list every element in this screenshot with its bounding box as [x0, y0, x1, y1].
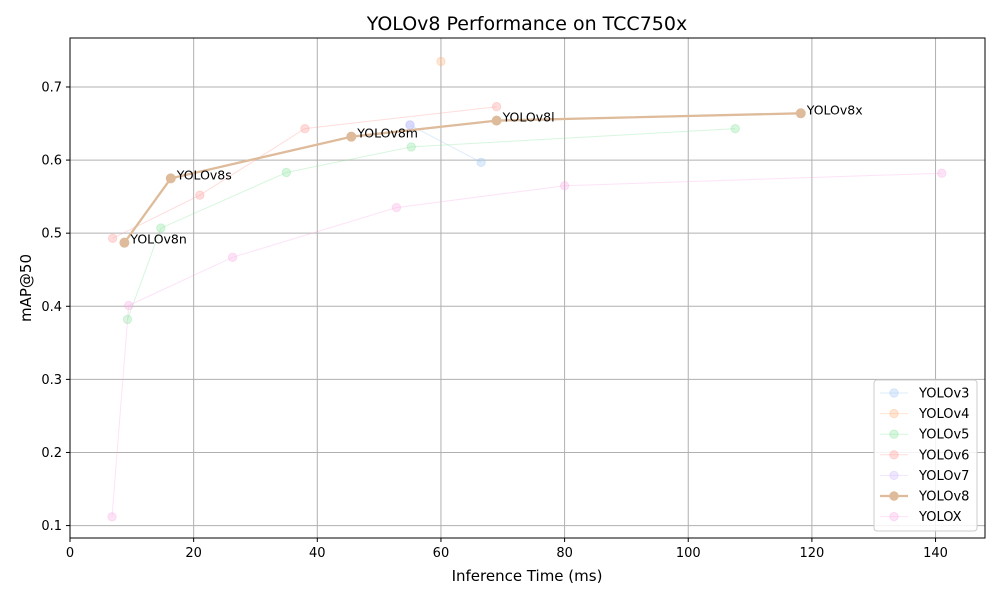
data-point [346, 131, 357, 142]
legend-item-yolov6: YOLOv6 [880, 448, 969, 463]
y-tick-label: 0.3 [41, 373, 62, 388]
legend-label: YOLOX [918, 510, 962, 525]
data-point [391, 202, 402, 213]
legend-label: YOLOv8 [918, 490, 969, 505]
point-label: YOLOv8m [356, 126, 418, 141]
data-point [227, 252, 238, 262]
data-point [300, 123, 310, 134]
x-tick-label: 80 [556, 546, 573, 561]
point-label: YOLOv8l [502, 110, 555, 125]
data-point [195, 190, 205, 200]
point-label: YOLOv8x [806, 102, 863, 117]
x-tick-label: 60 [433, 546, 450, 561]
legend-label: YOLOv6 [918, 448, 969, 463]
y-tick-label: 0.4 [41, 300, 62, 315]
x-axis-label: Inference Time (ms) [452, 567, 603, 585]
legend-item-yolov4: YOLOv4 [880, 407, 969, 422]
data-point [406, 142, 416, 152]
legend-label: YOLOv4 [918, 407, 969, 422]
series-yolox [107, 168, 947, 522]
data-point [165, 173, 176, 184]
data-point [156, 223, 166, 233]
data-point [491, 115, 502, 126]
y-tick-label: 0.5 [41, 227, 62, 242]
series-yolov5 [122, 123, 740, 325]
legend: YOLOv3 YOLOv4 YOLOv5 YOLOv6 YOLOv7 YOLOv8 YOLO… [873, 379, 978, 532]
series-yolov3 [405, 120, 486, 167]
legend-marker [889, 491, 899, 501]
legend-marker [889, 450, 899, 460]
data-point [122, 314, 133, 325]
legend-item-yolov7: YOLOv7 [880, 469, 969, 484]
data-point [124, 300, 134, 311]
data-point [730, 123, 740, 134]
legend-label: YOLOv7 [918, 469, 969, 484]
data-point [107, 233, 118, 243]
data-point [436, 56, 446, 67]
gridlines [69, 38, 985, 538]
data-point [795, 108, 806, 119]
y-tick-label: 0.6 [41, 154, 62, 169]
y-tick-label: 0.1 [41, 519, 62, 534]
legend-item-yolov5: YOLOv5 [880, 428, 969, 443]
series-line [111, 172, 942, 517]
x-tick-label: 40 [309, 546, 326, 561]
legend-item-yolov8: YOLOv8 [880, 490, 969, 505]
y-tick-label: 0.7 [41, 80, 62, 95]
plot-frame [69, 37, 986, 539]
y-axis-label: mAP@50 [17, 254, 35, 322]
legend-label: YOLOv5 [918, 428, 969, 443]
series-yolov8 [119, 108, 806, 248]
legend-marker [889, 429, 899, 439]
x-tick-label: 100 [676, 546, 701, 561]
series-line [112, 106, 497, 239]
data-point [937, 168, 947, 178]
legend-marker [889, 388, 899, 398]
data-point [476, 157, 486, 167]
x-tick-label: 140 [923, 546, 948, 561]
legend-label: YOLOv3 [918, 387, 969, 402]
y-tick-label: 0.2 [41, 446, 62, 461]
legend-marker [889, 408, 899, 419]
series-yolov4 [436, 56, 446, 67]
data-point [281, 167, 292, 178]
legend-item-yolov3: YOLOv3 [880, 387, 969, 402]
series-layer [107, 56, 947, 522]
axis-ticks: 0 20 40 60 80 100 120 140 0.1 0.2 0.3 0.4 0.5 0.6 0.7 [41, 80, 948, 561]
legend-marker [889, 511, 899, 522]
x-tick-label: 0 [66, 546, 74, 561]
x-tick-label: 120 [799, 546, 824, 561]
legend-item-yolox: YOLOX [880, 510, 962, 525]
series-line [409, 124, 482, 163]
series-line [127, 128, 736, 320]
data-point [119, 237, 130, 248]
data-point [559, 180, 570, 191]
legend-marker [889, 470, 899, 481]
series-yolov6 [107, 102, 502, 243]
legend-frame [873, 379, 978, 532]
data-point [107, 512, 117, 522]
x-tick-label: 20 [185, 546, 202, 561]
chart-title: YOLOv8 Performance on TCC750x [366, 13, 687, 35]
point-label: YOLOv8s [176, 167, 232, 182]
data-point [491, 102, 502, 112]
point-label: YOLOv8n [129, 232, 186, 247]
annotations: YOLOv8n YOLOv8s YOLOv8m YOLOv8l YOLOv8x [129, 102, 862, 246]
